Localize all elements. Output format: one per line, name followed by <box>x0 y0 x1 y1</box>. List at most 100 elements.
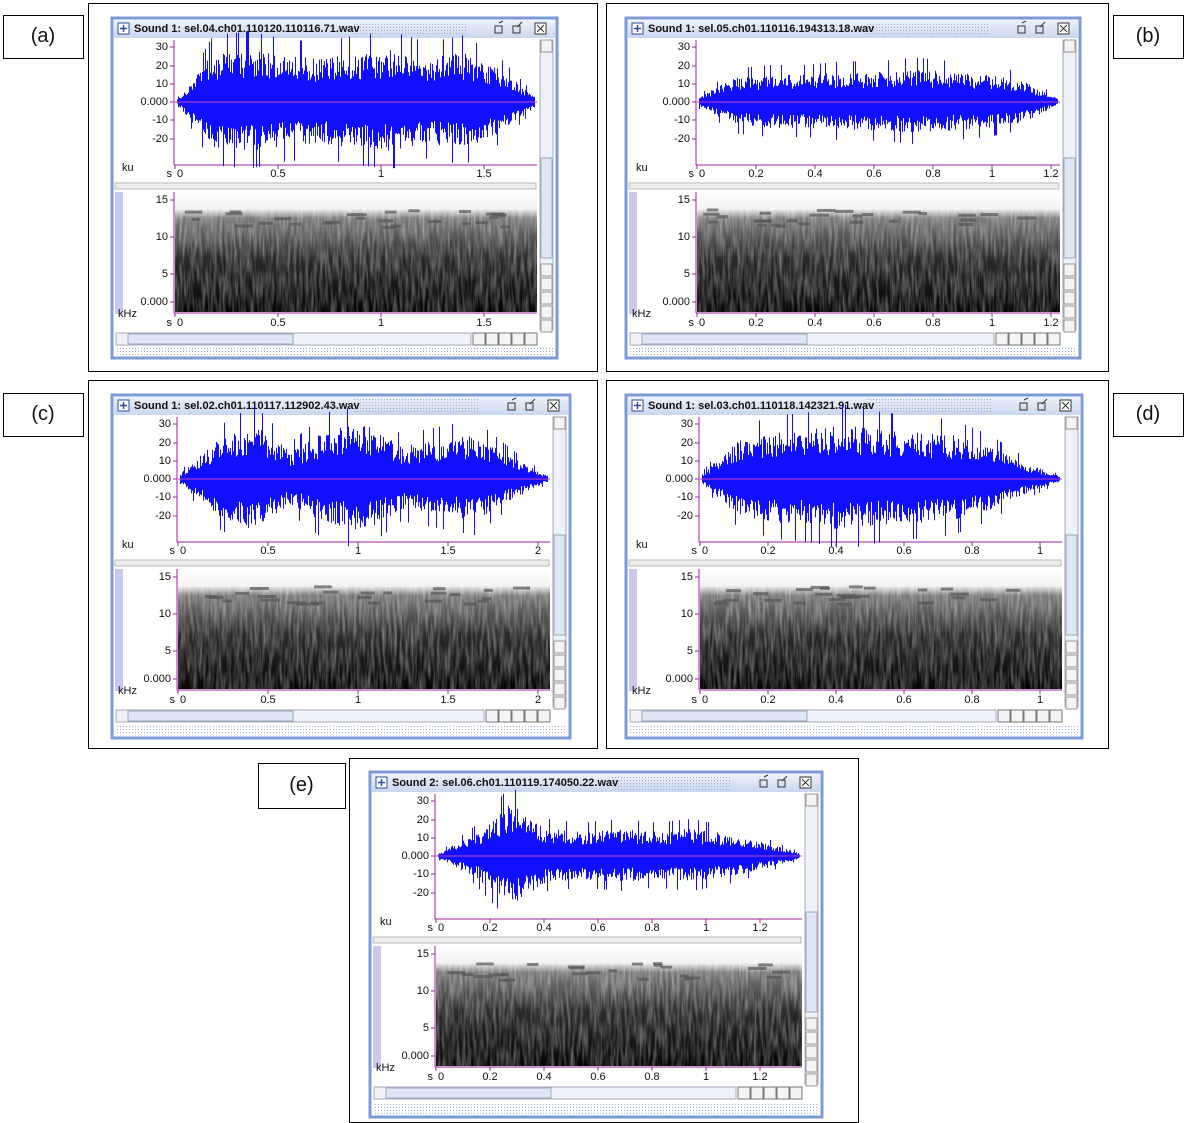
spectrogram-blob <box>489 215 498 219</box>
toolbar-button[interactable] <box>737 1086 751 1100</box>
zoom-button[interactable] <box>553 416 566 430</box>
vertical-scroll-thumb[interactable] <box>1063 157 1076 259</box>
toolbar-button[interactable] <box>1010 709 1024 723</box>
zoom-button[interactable] <box>805 1045 818 1059</box>
zoom-button[interactable] <box>1063 291 1076 305</box>
toolbar-button[interactable] <box>1008 332 1022 346</box>
minimize-button[interactable] <box>494 20 504 34</box>
toolbar-button[interactable] <box>524 709 538 723</box>
toolbar-button[interactable] <box>789 1086 803 1100</box>
wave-x-tick-label: 0.2 <box>748 168 763 180</box>
minimize-button[interactable] <box>507 397 517 411</box>
spectrogram-blob <box>888 219 898 223</box>
maximize-button[interactable] <box>525 398 536 411</box>
spectrogram-blob <box>476 962 494 966</box>
zoom-button[interactable] <box>540 39 553 53</box>
zoom-button[interactable] <box>1065 682 1078 696</box>
toolbar-button[interactable] <box>1049 709 1063 723</box>
zoom-button[interactable] <box>1065 696 1078 710</box>
maximize-button[interactable] <box>512 21 523 34</box>
toolbar-button[interactable] <box>1047 332 1061 346</box>
zoom-button[interactable] <box>1063 277 1076 291</box>
toolbar-button[interactable] <box>997 709 1011 723</box>
spectrogram-blob <box>428 220 442 224</box>
zoom-button[interactable] <box>1065 654 1078 668</box>
wave-y-tick-label: 30 <box>159 418 171 430</box>
window-icon-glyph <box>634 25 641 32</box>
minimize-button[interactable] <box>1019 397 1029 411</box>
horizontal-scroll-thumb[interactable] <box>385 1087 552 1099</box>
vertical-scroll-thumb[interactable] <box>540 157 553 259</box>
zoom-button[interactable] <box>805 1017 818 1031</box>
maximize-button[interactable] <box>1037 398 1048 411</box>
zoom-button[interactable] <box>1063 319 1076 333</box>
spectrogram-blob <box>849 585 863 589</box>
toolbar-button[interactable] <box>776 1086 790 1100</box>
close-button[interactable] <box>547 399 560 412</box>
spectrogram-blob <box>810 585 830 589</box>
toolbar-button[interactable] <box>498 332 512 346</box>
panel-label-box <box>3 393 84 437</box>
toolbar-button[interactable] <box>472 332 486 346</box>
horizontal-scroll-thumb[interactable] <box>127 333 294 345</box>
close-button[interactable] <box>799 776 812 789</box>
zoom-button[interactable] <box>1063 263 1076 277</box>
wave-x-tick-label: 0.6 <box>896 545 911 557</box>
toolbar-button[interactable] <box>537 709 551 723</box>
maximize-button[interactable] <box>777 775 788 788</box>
wave-x-tick-label: 0.6 <box>590 922 605 934</box>
horizontal-scroll-thumb[interactable] <box>641 710 808 722</box>
zoom-button[interactable] <box>1065 668 1078 682</box>
vertical-scroll-thumb[interactable] <box>553 534 566 636</box>
zoom-button[interactable] <box>1065 416 1078 430</box>
zoom-button[interactable] <box>540 319 553 333</box>
close-button[interactable] <box>1059 399 1072 412</box>
zoom-button[interactable] <box>805 1073 818 1087</box>
toolbar-button[interactable] <box>511 709 525 723</box>
horizontal-scroll-thumb[interactable] <box>127 710 294 722</box>
zoom-button[interactable] <box>540 305 553 319</box>
toolbar-button[interactable] <box>524 332 538 346</box>
zoom-button[interactable] <box>805 1059 818 1073</box>
spectrogram-blob <box>753 592 769 596</box>
toolbar-button[interactable] <box>1021 332 1035 346</box>
zoom-button[interactable] <box>1063 305 1076 319</box>
toolbar-button[interactable] <box>511 332 525 346</box>
wave-y-tick-label: -20 <box>155 510 171 522</box>
toolbar-button[interactable] <box>1036 709 1050 723</box>
minimize-button[interactable] <box>1017 20 1027 34</box>
close-button[interactable] <box>534 22 547 35</box>
toolbar-button[interactable] <box>485 709 499 723</box>
toolbar-button[interactable] <box>485 332 499 346</box>
spectrogram-blob <box>459 210 471 214</box>
vertical-scroll-thumb[interactable] <box>1065 534 1078 636</box>
zoom-button[interactable] <box>540 277 553 291</box>
zoom-button[interactable] <box>553 682 566 696</box>
zoom-button[interactable] <box>553 668 566 682</box>
spec-x-tick-label: 1 <box>378 317 384 329</box>
zoom-button[interactable] <box>553 640 566 654</box>
toolbar-button[interactable] <box>750 1086 764 1100</box>
toolbar-button[interactable] <box>498 709 512 723</box>
sound-panel: (e) Sound 2: sel.06.ch01.110119.174050.22… <box>258 758 859 1123</box>
zoom-button[interactable] <box>1063 39 1076 53</box>
zoom-button[interactable] <box>805 793 818 807</box>
zoom-button[interactable] <box>1065 640 1078 654</box>
maximize-button[interactable] <box>1035 21 1046 34</box>
zoom-button[interactable] <box>553 654 566 668</box>
zoom-button[interactable] <box>540 291 553 305</box>
spectrogram-blob <box>475 221 488 225</box>
horizontal-scroll-thumb[interactable] <box>641 333 808 345</box>
toolbar-button[interactable] <box>995 332 1009 346</box>
zoom-button[interactable] <box>805 1031 818 1045</box>
toolbar-button[interactable] <box>763 1086 777 1100</box>
spec-x-tick-label: 1.2 <box>752 1071 767 1083</box>
toolbar-button[interactable] <box>1034 332 1048 346</box>
zoom-button[interactable] <box>553 696 566 710</box>
vertical-scroll-thumb[interactable] <box>805 911 818 1013</box>
toolbar-button[interactable] <box>1023 709 1037 723</box>
minimize-button[interactable] <box>759 774 769 788</box>
zoom-button[interactable] <box>540 263 553 277</box>
close-button[interactable] <box>1057 22 1070 35</box>
spectrogram-blob <box>637 977 649 981</box>
